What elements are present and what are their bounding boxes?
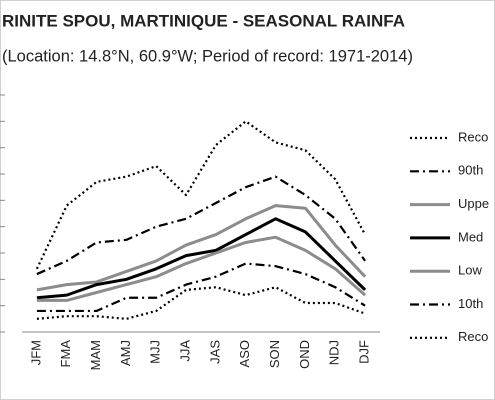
chart-subtitle: (Location: 14.8°N, 60.9°W; Period of rec…: [2, 47, 413, 65]
legend-label: Med: [458, 229, 483, 244]
x-tick-label: DJF: [357, 340, 372, 364]
series-line: [35, 120, 367, 270]
series-line: [36, 235, 367, 302]
x-tick-label: MAM: [88, 340, 103, 370]
legend-label: Low: [458, 263, 482, 278]
x-tick-label: AMJ: [118, 340, 133, 366]
x-tick-label: JAS: [207, 340, 222, 364]
x-tick-label: SON: [267, 340, 282, 368]
series-line: [36, 217, 367, 300]
legend-label: 90th: [458, 163, 483, 178]
series-line: [36, 204, 367, 292]
x-tick-label: JJA: [178, 340, 193, 362]
legend-label: Uppe: [458, 196, 489, 211]
legend-label: Reco: [458, 329, 488, 344]
x-tick-label: OND: [297, 340, 312, 369]
x-tick-label: ASO: [237, 340, 252, 367]
series-line: [36, 175, 366, 276]
x-tick-label: NDJ: [327, 340, 342, 365]
x-tick-label: JFM: [28, 340, 43, 365]
x-tick-label: FMA: [58, 340, 73, 368]
legend-label: Reco: [458, 129, 488, 144]
legend-label: 10th: [458, 296, 483, 311]
chart-title: RINITE SPOU, MARTINIQUE - SEASONAL RAINF…: [2, 11, 405, 30]
x-tick-label: MJJ: [148, 340, 163, 364]
